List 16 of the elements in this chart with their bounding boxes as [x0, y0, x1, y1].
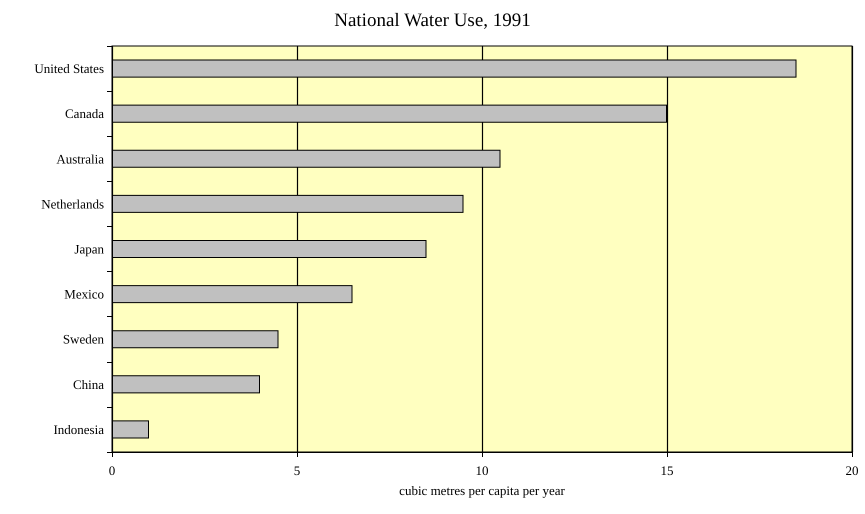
y-tick-label: Australia: [56, 151, 104, 166]
x-tick-label: 15: [660, 463, 674, 478]
x-tick-label: 5: [294, 463, 300, 478]
y-tick-label: Indonesia: [53, 422, 104, 437]
x-tick-label: 20: [846, 463, 858, 478]
y-tick-label: Japan: [74, 242, 104, 256]
y-tick-label: Sweden: [62, 332, 104, 347]
y-tick-label: Canada: [65, 106, 104, 122]
y-tick-label: United States: [34, 61, 104, 76]
x-tick-label: 10: [476, 463, 488, 478]
y-tick-label: Mexico: [64, 286, 104, 302]
x-tick-label: 0: [108, 463, 116, 478]
y-tick-label: Netherlands: [41, 196, 104, 212]
y-tick-label: China: [72, 376, 104, 392]
x-axis-title: cubic metres per capita per year: [399, 483, 566, 498]
chart-title: National Water Use, 1991: [334, 10, 531, 31]
